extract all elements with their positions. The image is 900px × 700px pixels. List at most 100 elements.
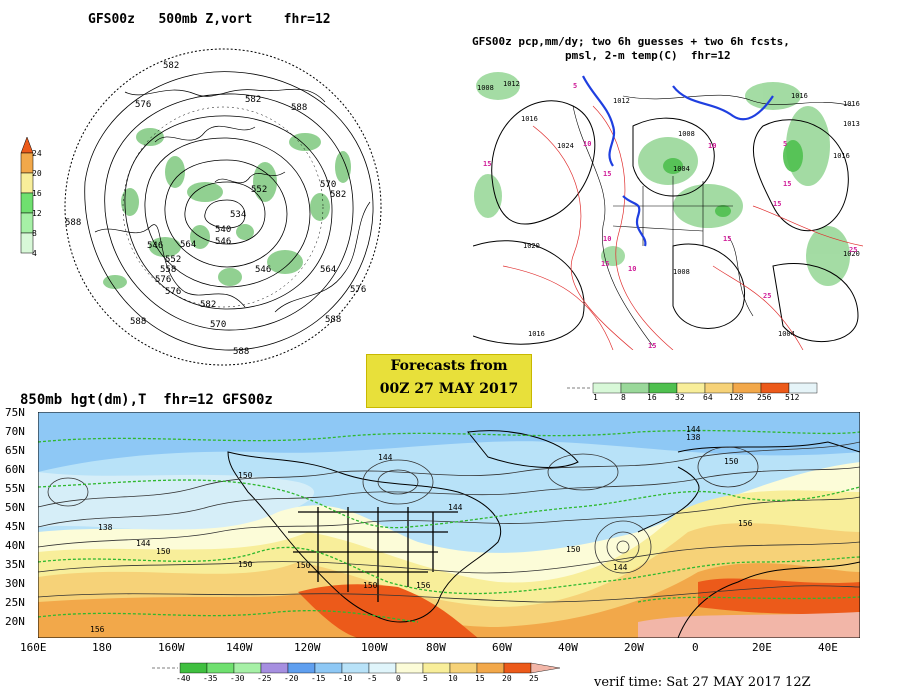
colorbar-label: 8 xyxy=(32,229,37,238)
contour-label: 552 xyxy=(251,185,267,195)
colorbar-label: 128 xyxy=(729,393,744,402)
lon-label: 120W xyxy=(294,641,321,654)
isobar-label: 1012 xyxy=(503,80,520,88)
colorbar-label: -20 xyxy=(284,674,299,683)
colorbar-label: 24 xyxy=(32,149,42,158)
lon-label: 160E xyxy=(20,641,47,654)
contour-label: 558 xyxy=(160,265,176,275)
colorbar-label: 10 xyxy=(448,674,458,683)
state-borders xyxy=(288,507,458,602)
contour-label: 144 xyxy=(136,539,151,548)
forecast-banner-line1: Forecasts from xyxy=(390,358,508,374)
contour-label: 588 xyxy=(325,315,341,325)
contour-label: 576 xyxy=(165,287,181,297)
temp-label: 15 xyxy=(648,342,656,350)
contour-label: 576 xyxy=(350,285,366,295)
contour-label: 144 xyxy=(613,563,628,572)
contour-label: 534 xyxy=(230,210,246,220)
contour-label: 564 xyxy=(180,240,196,250)
isobar-label: 1008 xyxy=(673,268,690,276)
isobar-label: 1004 xyxy=(778,330,795,338)
lon-label: 20E xyxy=(752,641,772,654)
contour-label: 144 xyxy=(378,453,393,462)
temperature-colorbar: -40 -35 -30 -25 -20 -15 -10 -5 0 5 10 15… xyxy=(150,660,580,690)
coastline-lines xyxy=(572,94,854,347)
contour-label: 150 xyxy=(296,561,311,570)
lat-label: 70N xyxy=(5,425,25,438)
isobar-label: 1004 xyxy=(673,165,690,173)
temp-label: 10 xyxy=(603,235,611,243)
isobar-label: 1024 xyxy=(557,142,574,150)
contour-label: 582 xyxy=(330,190,346,200)
contour-label: 588 xyxy=(130,317,146,327)
latitude-labels: 75N 70N 65N 60N 55N 50N 45N 40N 35N 30N … xyxy=(5,406,39,640)
contour-label: 150 xyxy=(566,545,581,554)
temp-label: 5 xyxy=(783,140,787,148)
verif-time: verif time: Sat 27 MAY 2017 12Z xyxy=(594,675,811,690)
lat-label: 50N xyxy=(5,501,25,514)
snow-contours xyxy=(582,75,774,247)
temp-label: 15 xyxy=(603,170,611,178)
isobar-label: 1016 xyxy=(833,152,850,160)
contour-label: 576 xyxy=(155,275,171,285)
panel-850mb-title: 850mb hgt(dm),T fhr=12 GFS00z xyxy=(20,392,273,408)
polar-map-boundary xyxy=(64,48,382,366)
geopotential-contours xyxy=(84,71,374,351)
panel-precip-title-line1: GFS00z pcp,mm/dy; two 6h guesses + two 6… xyxy=(472,35,790,48)
contour-label: 570 xyxy=(320,180,336,190)
colorbar-label: 25 xyxy=(529,674,539,683)
lat-label: 40N xyxy=(5,539,25,552)
850mb-height-contours xyxy=(38,441,860,603)
temp-label: 15 xyxy=(773,200,781,208)
isobar-label: 1020 xyxy=(523,242,540,250)
lat-label: 60N xyxy=(5,463,25,476)
colorbar-label: 512 xyxy=(785,393,800,402)
colorbar-label: -40 xyxy=(176,674,191,683)
contour-label: 540 xyxy=(215,225,231,235)
isobar-label: 1013 xyxy=(843,120,860,128)
temp-label: 25 xyxy=(763,292,771,300)
contour-label: 582 xyxy=(245,95,261,105)
contour-label: 546 xyxy=(147,241,163,251)
contour-label: 546 xyxy=(255,265,271,275)
contour-label: 150 xyxy=(238,471,253,480)
lat-label: 25N xyxy=(5,596,25,609)
colorbar-label: 8 xyxy=(621,393,626,402)
temp-label: 10 xyxy=(583,140,591,148)
colorbar-label: 1 xyxy=(593,393,598,402)
contour-label: 588 xyxy=(65,218,81,228)
contour-label: 564 xyxy=(320,265,336,275)
contour-label: 156 xyxy=(738,519,753,528)
vorticity-shading xyxy=(103,128,351,289)
lat-label: 65N xyxy=(5,444,25,457)
lon-label: 80W xyxy=(426,641,446,654)
colorbar-label: 15 xyxy=(475,674,485,683)
lat-label: 55N xyxy=(5,482,25,495)
lat-label: 35N xyxy=(5,558,25,571)
colorbar-label: 32 xyxy=(675,393,685,402)
colorbar-label: -30 xyxy=(230,674,245,683)
contour-label: 138 xyxy=(98,523,113,532)
isobar-label: 1016 xyxy=(521,115,538,123)
isobar-label: 1016 xyxy=(791,92,808,100)
temp-label: 10 xyxy=(628,265,636,273)
lon-label: 40W xyxy=(558,641,578,654)
isobar-label: 1016 xyxy=(843,100,860,108)
lat-label: 30N xyxy=(5,577,25,590)
contour-label: 144 xyxy=(686,425,701,434)
contour-label: 582 xyxy=(163,61,179,71)
lon-label: 160W xyxy=(158,641,185,654)
contour-label: 144 xyxy=(448,503,463,512)
isobar-label: 1016 xyxy=(528,330,545,338)
contour-label: 150 xyxy=(724,457,739,466)
contour-label: 138 xyxy=(686,433,701,442)
isobar-label: 1012 xyxy=(613,97,630,105)
colorbar-label: 16 xyxy=(647,393,657,402)
lon-label: 140W xyxy=(226,641,253,654)
precip-colorbar: 1 8 16 32 64 128 256 512 xyxy=(565,380,835,404)
contour-label: 570 xyxy=(210,320,226,330)
850mb-temp-contours xyxy=(38,429,860,623)
longitude-labels: 160E 180 160W 140W 120W 100W 80W 60W 40W… xyxy=(20,641,880,657)
colorbar-label: 20 xyxy=(32,169,42,178)
colorbar-label: 0 xyxy=(396,674,401,683)
